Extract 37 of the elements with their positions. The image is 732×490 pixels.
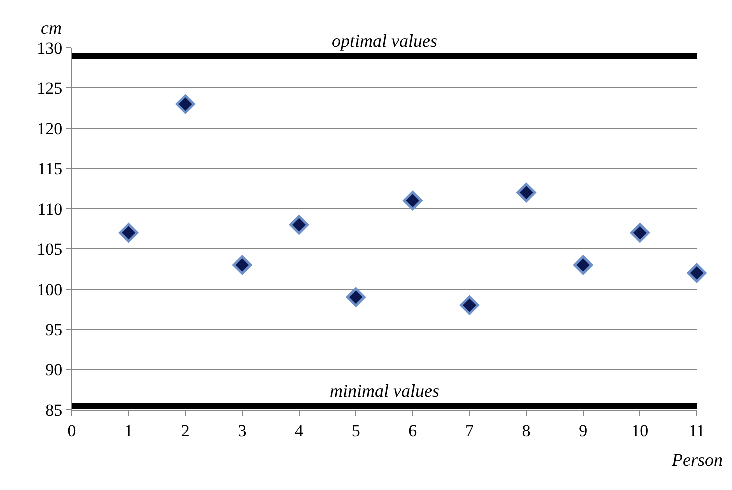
y-tick-label: 130	[37, 38, 63, 58]
y-tick-label: 100	[37, 280, 63, 300]
point	[403, 191, 423, 211]
y-tick-label: 115	[38, 160, 63, 179]
point	[574, 256, 594, 275]
ref-line-label: optimal values	[332, 31, 438, 51]
x-axis-title: Person	[671, 450, 723, 470]
y-tick-label: 125	[37, 79, 63, 98]
x-tick-label: 7	[465, 421, 474, 440]
x-tick-label: 8	[522, 421, 531, 440]
y-tick-label: 120	[37, 119, 63, 138]
ref-line-label: minimal values	[330, 381, 440, 401]
point	[346, 288, 366, 308]
point	[460, 296, 480, 316]
point	[176, 94, 196, 114]
y-tick-label: 110	[38, 200, 63, 219]
y-tick-label: 95	[46, 320, 63, 340]
x-tick-label: 5	[352, 421, 360, 440]
point	[516, 183, 536, 202]
x-tick-label: 1	[124, 421, 134, 440]
x-tick-label: 6	[408, 421, 418, 440]
x-tick-label: 3	[238, 421, 247, 440]
point	[687, 264, 707, 283]
x-tick-label: 11	[688, 421, 706, 440]
x-tick-label: 10	[632, 421, 649, 440]
x-tick-label: 9	[579, 421, 588, 440]
y-axis-title: cm	[41, 18, 62, 38]
y-tick-label: 105	[37, 240, 63, 260]
point	[630, 223, 650, 243]
y-tick-label: 85	[46, 400, 63, 420]
point	[232, 256, 252, 275]
x-tick-label: 0	[68, 421, 76, 440]
point	[119, 223, 139, 243]
x-tick-label: 2	[181, 421, 190, 440]
x-tick-label: 4	[295, 421, 304, 440]
y-tick-label: 90	[46, 360, 63, 380]
point	[290, 215, 309, 235]
